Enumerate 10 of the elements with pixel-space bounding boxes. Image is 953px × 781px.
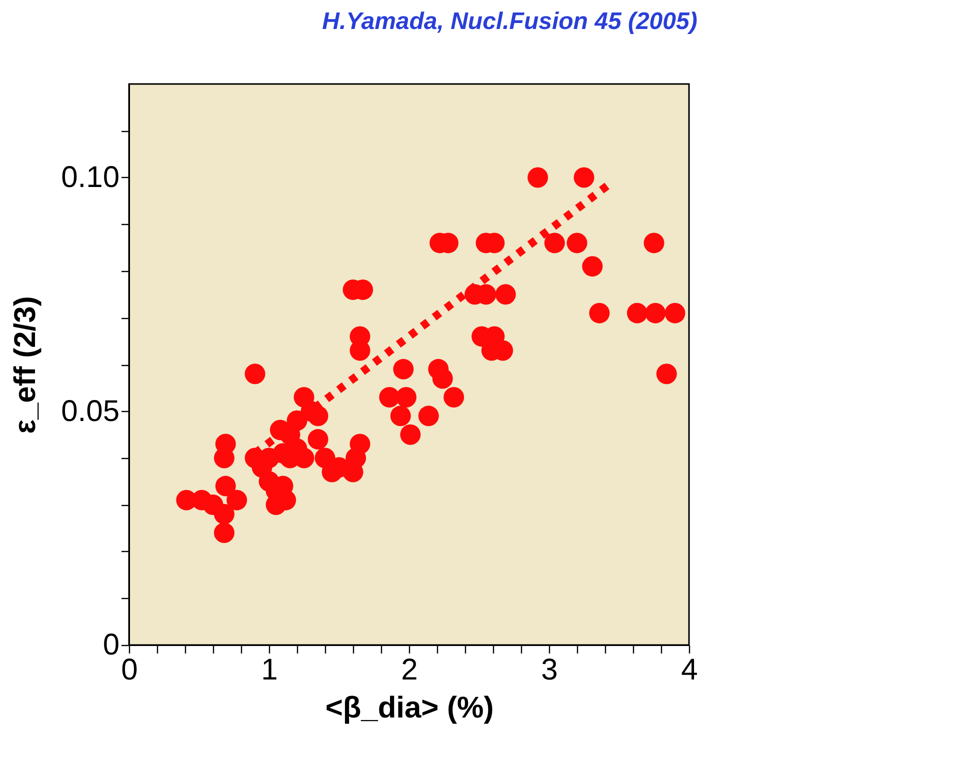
x-axis-title: <β_dia> (%)	[325, 692, 494, 724]
y-tick-label: 0.05	[61, 394, 120, 428]
x-tick-label: 4	[681, 654, 698, 686]
x-tick-label: 2	[401, 654, 418, 686]
text: H.Yamada, Nucl.Fusion 45 (2005)	[322, 8, 698, 35]
y-axis-title: ε_eff (2/3)	[9, 296, 42, 434]
y-tick-label: 0	[102, 628, 120, 662]
x-tick-label: 3	[541, 654, 558, 686]
x-tick-label: 1	[261, 654, 278, 686]
y-tick-label: 0.10	[61, 161, 120, 194]
